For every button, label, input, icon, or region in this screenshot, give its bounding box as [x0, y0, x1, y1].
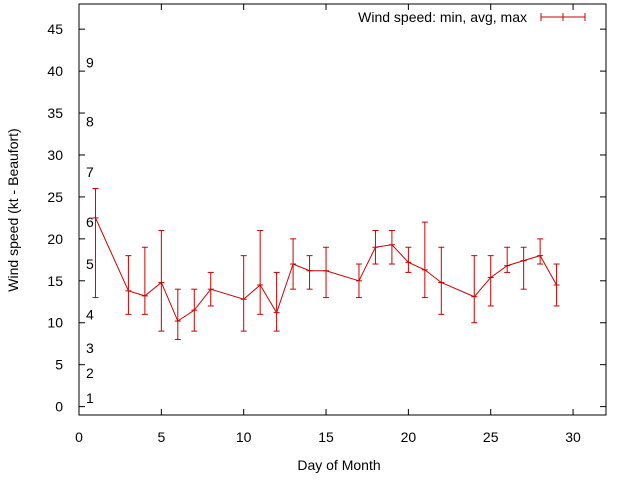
beaufort-label: 1 [86, 390, 94, 406]
beaufort-label: 5 [86, 256, 94, 272]
beaufort-label: 2 [86, 365, 94, 381]
y-tick-label: 20 [47, 231, 63, 247]
y-tick-label: 30 [47, 147, 63, 163]
y-tick-label: 35 [47, 105, 63, 121]
y-tick-label: 10 [47, 315, 63, 331]
beaufort-label: 9 [86, 55, 94, 71]
y-tick-label: 45 [47, 21, 63, 37]
x-tick-label: 30 [565, 429, 581, 445]
x-tick-label: 20 [401, 429, 417, 445]
x-axis-title: Day of Month [297, 457, 380, 473]
x-tick-label: 25 [483, 429, 499, 445]
y-axis-title: Wind speed (kt - Beaufort) [5, 128, 21, 291]
beaufort-label: 6 [86, 214, 94, 230]
x-tick-label: 0 [75, 429, 83, 445]
x-tick-label: 5 [157, 429, 165, 445]
x-tick-label: 10 [236, 429, 252, 445]
y-tick-label: 25 [47, 189, 63, 205]
beaufort-label: 3 [86, 340, 94, 356]
beaufort-label: 7 [86, 164, 94, 180]
legend-label: Wind speed: min, avg, max [358, 9, 527, 25]
plot-frame [78, 3, 607, 416]
beaufort-label: 8 [86, 113, 94, 129]
x-tick-label: 15 [318, 429, 334, 445]
y-tick-label: 5 [55, 357, 63, 373]
y-tick-label: 40 [47, 63, 63, 79]
beaufort-label: 4 [86, 306, 94, 322]
avg-line [95, 217, 558, 322]
y-tick-label: 0 [55, 399, 63, 415]
y-tick-label: 15 [47, 273, 63, 289]
